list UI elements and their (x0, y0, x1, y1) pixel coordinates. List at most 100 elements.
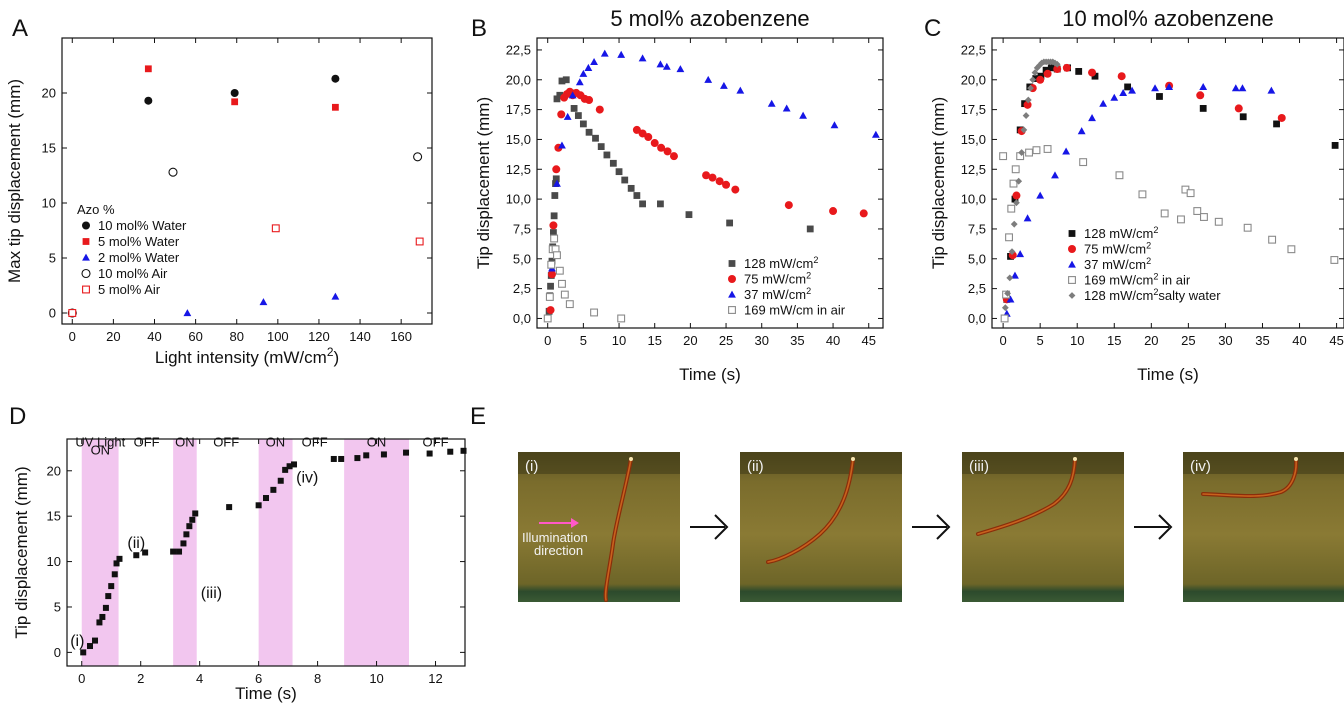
data-point (180, 540, 187, 547)
data-point (1024, 96, 1032, 104)
data-point (1138, 190, 1147, 199)
y-tick-label: 0,0 (513, 311, 531, 326)
uv-state-label: OFF (423, 434, 449, 449)
data-point (639, 200, 646, 208)
sequence-arrow (912, 514, 951, 540)
data-point (286, 463, 293, 470)
legend-marker (82, 221, 90, 230)
data-point (657, 143, 666, 152)
data-point (676, 65, 685, 73)
x-tick-label: 15 (1107, 333, 1121, 348)
data-point (403, 449, 410, 456)
data-point (133, 552, 140, 559)
x-tick-label: 40 (147, 329, 161, 344)
data-point (1032, 75, 1040, 82)
lce-strip-highlight (977, 458, 1076, 535)
data-point (183, 309, 192, 317)
data-point (633, 192, 641, 199)
data-point (1025, 148, 1034, 157)
x-tick-label: 10 (1070, 333, 1084, 348)
legend-marker (728, 260, 736, 267)
x-tick-label: 60 (188, 329, 202, 344)
data-point (547, 270, 556, 279)
data-point (1110, 93, 1119, 101)
data-point (550, 234, 559, 243)
data-point (656, 60, 665, 68)
illumination-label-line1: Illumination (522, 530, 588, 545)
legend-marker (728, 290, 736, 298)
uv-state-label: OFF (134, 434, 160, 449)
data-point (363, 452, 370, 459)
panel-letter-A: A (12, 15, 28, 42)
data-point (736, 86, 745, 94)
y-tick-label: 0 (54, 645, 61, 660)
data-point (1239, 113, 1247, 121)
data-point (1036, 191, 1045, 199)
data-point (585, 96, 594, 105)
y-tick-label: 5,0 (513, 251, 531, 266)
series-4 (68, 224, 424, 317)
y-tick-label: 10 (47, 554, 61, 569)
data-point (1032, 146, 1041, 155)
y-tick-label: 20,0 (961, 72, 986, 87)
data-point (1022, 112, 1030, 119)
data-point (1033, 64, 1041, 72)
chart-C: 0 5 10 15 20 25 30 35 40 45 0,0 2,5 5,0 7,5 10,0 12,5 15… (929, 6, 1344, 384)
y-tick-label: 15 (42, 141, 56, 156)
data-point (1011, 271, 1019, 279)
legend-label: 169 mW/cm2 in air (1084, 272, 1191, 288)
legend-marker (82, 285, 90, 294)
x-tick-label: 35 (1255, 333, 1269, 348)
data-point (144, 65, 152, 73)
photo-stage-label: (ii) (747, 458, 764, 475)
data-point (186, 523, 193, 530)
y-tick-label: 5 (49, 251, 56, 266)
data-point (1007, 204, 1016, 213)
uv-state-label: ON (175, 434, 195, 449)
data-point (1196, 91, 1205, 100)
series-3 (543, 234, 626, 323)
data-point (231, 98, 239, 106)
data-point (1006, 274, 1014, 282)
y-tick-label: 20 (47, 463, 61, 478)
data-point (568, 91, 577, 99)
data-point (829, 207, 838, 216)
data-point (1199, 105, 1207, 112)
plot-frame (991, 37, 1344, 329)
data-point (1234, 104, 1243, 113)
clamp-point (1294, 457, 1298, 461)
data-point (579, 120, 587, 128)
data-point (1053, 65, 1062, 74)
data-point (1004, 289, 1011, 297)
legend-marker (82, 253, 90, 261)
uv-state-label: ON (266, 434, 286, 449)
y-axis-label: Tip displacement (mm) (929, 97, 948, 269)
data-point (230, 89, 239, 97)
lce-strip-highlight (767, 458, 854, 563)
data-point (1036, 75, 1045, 84)
data-point (426, 450, 433, 457)
data-point (1115, 171, 1124, 180)
legend-label: 128 mW/cm2 (1084, 225, 1158, 241)
data-point (1199, 213, 1208, 221)
data-point (144, 96, 153, 105)
data-point (113, 560, 120, 567)
data-point (1088, 68, 1097, 77)
chart-title: 10 mol% azobenzene (1062, 6, 1274, 31)
y-tick-label: 5 (54, 599, 61, 614)
data-point (277, 477, 284, 484)
data-point (1005, 233, 1013, 242)
y-tick-label: 20 (42, 86, 56, 101)
data-point (192, 510, 199, 517)
x-tick-label: 8 (314, 671, 321, 686)
panel-letter-D: D (9, 403, 26, 430)
data-point (1077, 127, 1086, 135)
data-point (99, 613, 106, 620)
y-tick-label: 12,5 (961, 162, 986, 177)
x-axis-label: Light intensity (mW/cm2) (155, 345, 339, 367)
data-point (255, 502, 262, 509)
data-point (547, 282, 554, 290)
data-point (560, 290, 569, 299)
y-tick-label: 5,0 (968, 251, 986, 266)
